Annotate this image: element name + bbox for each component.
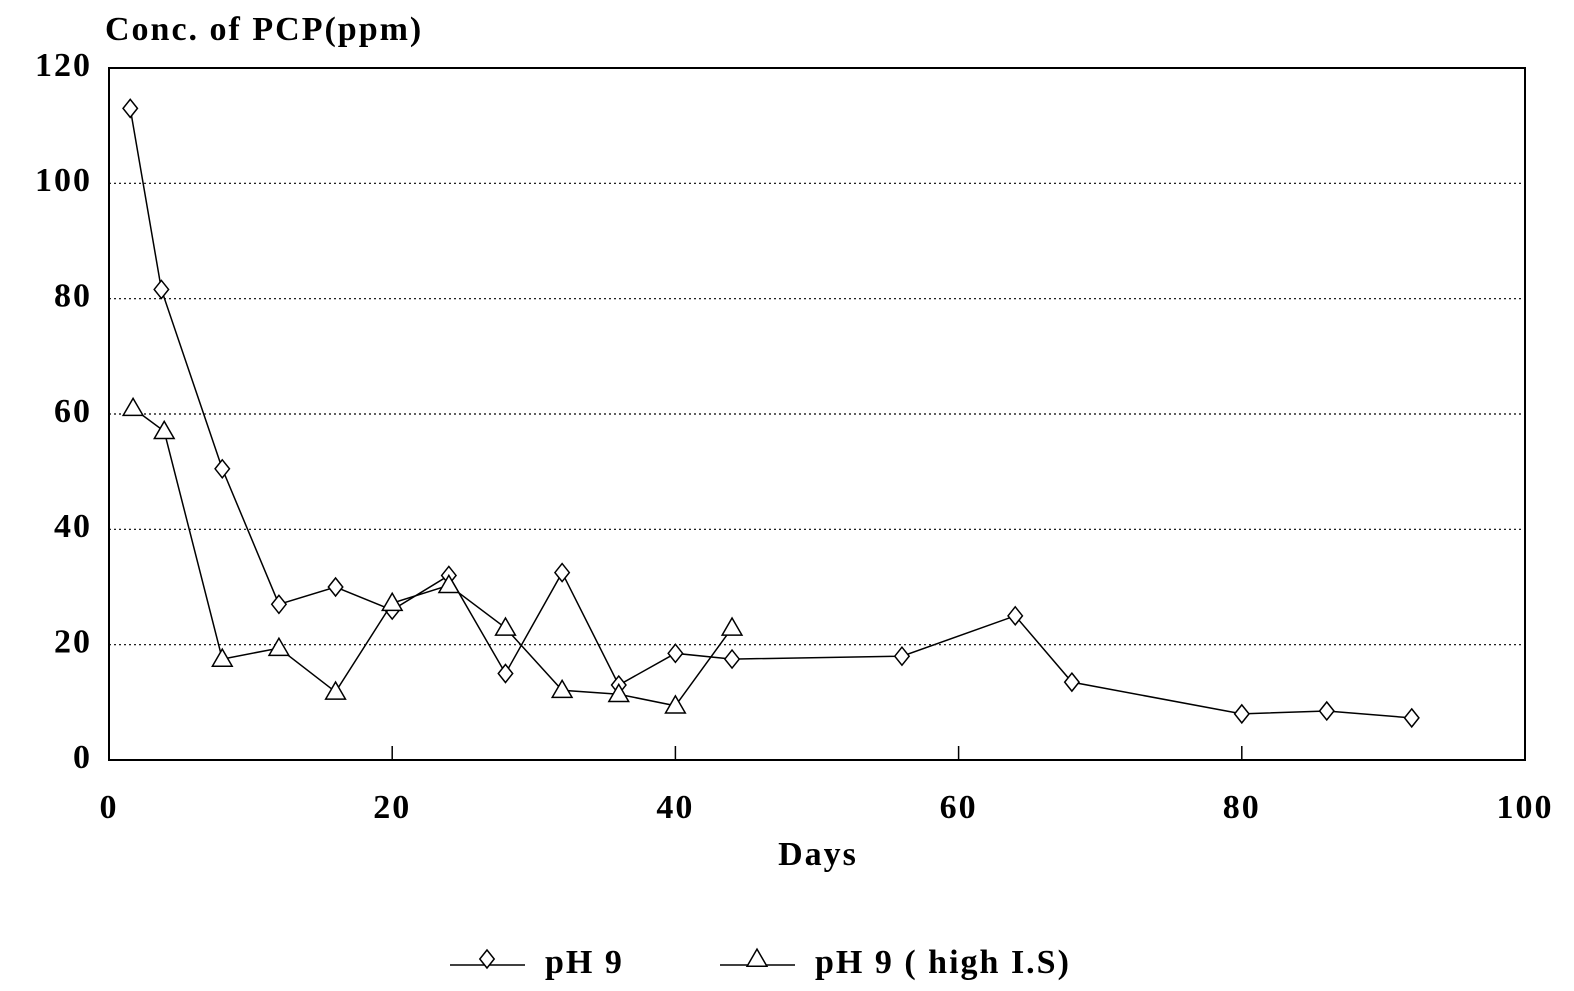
legend-marker — [478, 948, 496, 970]
data-point — [1233, 703, 1250, 725]
legend-label: pH 9 ( high I.S) — [815, 944, 1071, 981]
y-axis-label: Conc. of PCP(ppm) — [105, 11, 423, 48]
y-tick-label: 120 — [35, 47, 92, 84]
data-point — [664, 694, 687, 714]
data-point — [324, 680, 347, 700]
data-point — [211, 647, 234, 668]
data-point — [153, 279, 170, 300]
data-point — [723, 648, 741, 670]
data-point — [267, 636, 291, 657]
x-tick-label: 40 — [656, 789, 694, 826]
data-point — [607, 682, 630, 703]
x-tick-label: 60 — [940, 789, 978, 826]
y-tick-label: 40 — [54, 508, 92, 545]
plot-frame — [108, 67, 1526, 761]
data-point — [327, 576, 344, 598]
y-tick-label: 100 — [35, 162, 92, 199]
legend-label: pH 9 — [545, 944, 624, 981]
series-line — [132, 407, 733, 707]
data-point — [1403, 707, 1420, 729]
y-tick-label: 0 — [73, 739, 92, 776]
x-tick-label: 20 — [373, 789, 411, 826]
y-tick-label: 60 — [54, 393, 92, 430]
legend-marker — [745, 947, 769, 967]
y-tick-label: 20 — [54, 623, 92, 660]
x-tick-label: 100 — [1497, 789, 1554, 826]
data-point — [122, 98, 139, 119]
data-point — [497, 663, 514, 684]
series-line — [129, 108, 1412, 719]
y-tick-label: 80 — [54, 277, 92, 314]
x-tick-label: 80 — [1223, 789, 1261, 826]
data-point — [494, 616, 517, 636]
data-point — [720, 616, 744, 636]
x-tick-label: 0 — [100, 789, 119, 826]
data-point — [437, 573, 461, 594]
data-point — [270, 594, 288, 615]
data-point — [553, 562, 571, 583]
data-point — [1318, 700, 1335, 722]
data-point — [667, 643, 684, 664]
data-point — [550, 678, 574, 699]
data-point — [153, 419, 176, 440]
data-point — [1007, 605, 1024, 627]
data-point — [893, 645, 911, 667]
data-point — [121, 396, 145, 417]
x-axis-label: Days — [778, 836, 858, 873]
data-point — [1063, 671, 1081, 693]
data-point — [380, 591, 404, 612]
data-point — [214, 458, 231, 479]
